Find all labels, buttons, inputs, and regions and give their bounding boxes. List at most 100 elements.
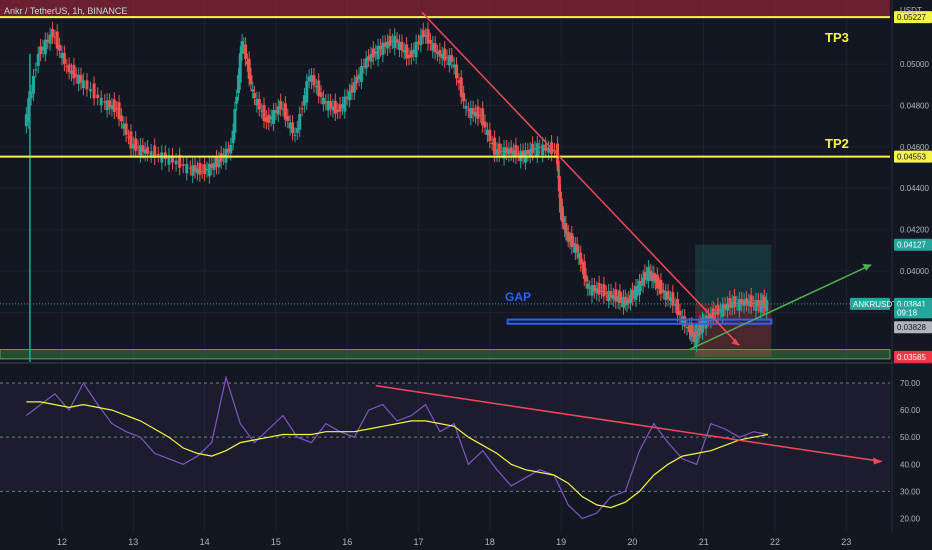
candle-body	[226, 148, 230, 152]
candle-body	[141, 145, 145, 152]
candle-body	[348, 90, 352, 101]
candle-body	[286, 115, 290, 122]
candle-body	[260, 110, 264, 112]
candle-body	[521, 150, 525, 158]
candle-body	[27, 98, 31, 122]
candle-body	[307, 76, 311, 82]
candle-body	[238, 53, 242, 83]
candle-body	[566, 232, 570, 241]
candle-body	[690, 324, 694, 337]
candle-body	[191, 165, 195, 176]
candle-body	[281, 108, 285, 110]
candle-body	[445, 56, 449, 58]
candle-body	[502, 147, 506, 159]
candle-body	[676, 299, 680, 315]
candle-body	[756, 300, 760, 306]
drawings[interactable]	[0, 11, 890, 351]
x-tick-label: 21	[699, 537, 709, 547]
candle-body	[733, 296, 737, 308]
price-tick-label: 0.04400	[900, 184, 929, 193]
candle-body	[249, 75, 253, 85]
candle-body	[643, 271, 647, 281]
candle-body	[570, 233, 574, 247]
tp3-zone	[0, 0, 890, 18]
candle-body	[193, 165, 197, 172]
x-tick-label: 14	[200, 537, 210, 547]
candle-body	[490, 143, 494, 145]
candle-body	[338, 104, 342, 112]
tp2-label: TP2	[825, 136, 849, 151]
candle-body	[526, 150, 530, 155]
candle-body	[704, 315, 708, 329]
candle-body	[214, 157, 218, 168]
candle-body	[245, 60, 249, 65]
candle-body	[590, 285, 594, 296]
candle-body	[36, 53, 40, 66]
candle-body	[272, 110, 276, 124]
candle-body	[352, 82, 356, 93]
candle-body	[53, 36, 57, 38]
candle-body	[607, 291, 611, 302]
candle-body	[302, 95, 306, 106]
candle-body	[34, 69, 38, 71]
candle-body	[29, 91, 33, 99]
candle-body	[149, 151, 153, 156]
candle-body	[312, 75, 316, 86]
candle-body	[41, 46, 45, 51]
candle-body	[153, 145, 157, 158]
rsi-tick-label: 20.00	[900, 514, 921, 523]
candle-body	[541, 144, 545, 156]
uptrend-line	[689, 264, 872, 351]
candle-body	[198, 162, 202, 175]
candle-body	[636, 286, 640, 290]
candle-body	[108, 100, 112, 108]
rsi-ma-line	[26, 401, 769, 509]
candle-body	[77, 74, 81, 84]
candle-body	[395, 39, 399, 43]
candle-body	[200, 171, 204, 173]
candle-body	[450, 55, 454, 62]
candle-body	[648, 270, 652, 274]
candle-body	[267, 114, 271, 124]
candle-body	[24, 114, 28, 127]
candle-body	[105, 100, 109, 111]
candle-body	[438, 50, 442, 57]
rsi-tick-label: 40.00	[900, 460, 921, 469]
candle-body	[235, 96, 239, 104]
gap-label: GAP	[505, 290, 531, 304]
x-tick-label: 16	[342, 537, 352, 547]
candle-body	[747, 300, 751, 307]
rsi-series	[26, 375, 883, 520]
price-badge-label: 0.03585	[897, 353, 926, 362]
candle-body	[687, 325, 691, 333]
candle-body	[478, 114, 482, 116]
candle-body	[702, 320, 706, 323]
candle-body	[573, 244, 577, 253]
candle-body	[652, 272, 656, 282]
candle-body	[343, 96, 347, 112]
candle-body	[654, 280, 658, 283]
candle-body	[131, 143, 135, 149]
candle-body	[730, 301, 734, 308]
candle-body	[568, 238, 572, 242]
candle-body	[251, 89, 255, 92]
candle-body	[572, 243, 576, 246]
candle-body	[393, 35, 397, 49]
candle-body	[634, 286, 638, 300]
downtrend-line	[421, 11, 740, 346]
candle-body	[405, 44, 409, 59]
candle-body	[657, 284, 661, 288]
candle-body	[314, 86, 318, 88]
candle-body	[178, 154, 182, 168]
position-zones	[0, 0, 891, 360]
price-badge-bg	[850, 297, 890, 310]
candle-body	[650, 272, 654, 282]
candle-body	[481, 108, 485, 126]
candle-body	[402, 49, 406, 53]
candle-body	[469, 107, 473, 119]
candle-body	[655, 274, 659, 289]
tp3-label: TP3	[825, 30, 849, 45]
price-tick-label: 0.04600	[900, 143, 929, 152]
